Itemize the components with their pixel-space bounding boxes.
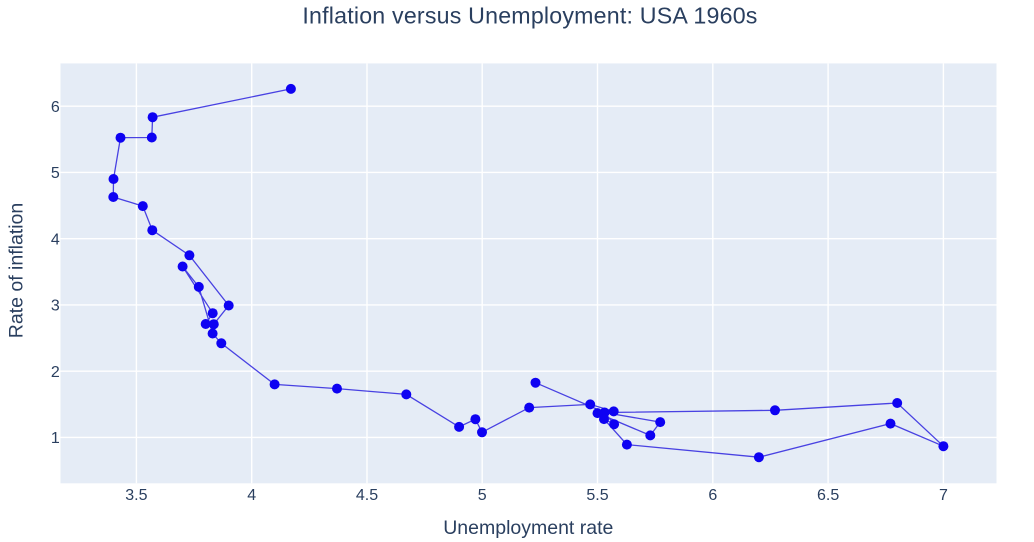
svg-text:6.5: 6.5: [817, 487, 839, 504]
svg-text:Rate of inflation: Rate of inflation: [6, 203, 28, 339]
svg-text:7: 7: [939, 487, 948, 504]
svg-text:3: 3: [51, 298, 60, 315]
svg-text:6: 6: [708, 487, 717, 504]
svg-text:3.5: 3.5: [125, 487, 147, 504]
svg-text:2: 2: [51, 364, 60, 381]
svg-text:4: 4: [247, 487, 256, 504]
svg-text:4.5: 4.5: [356, 487, 378, 504]
svg-text:1: 1: [51, 430, 60, 447]
svg-text:5.5: 5.5: [586, 487, 608, 504]
svg-text:6: 6: [51, 99, 60, 116]
svg-text:Inflation versus Unemployment:: Inflation versus Unemployment: USA 1960s: [302, 2, 757, 28]
svg-text:Unemployment rate: Unemployment rate: [443, 517, 613, 539]
svg-text:4: 4: [51, 232, 60, 249]
svg-text:5: 5: [51, 165, 60, 182]
svg-text:5: 5: [478, 487, 487, 504]
